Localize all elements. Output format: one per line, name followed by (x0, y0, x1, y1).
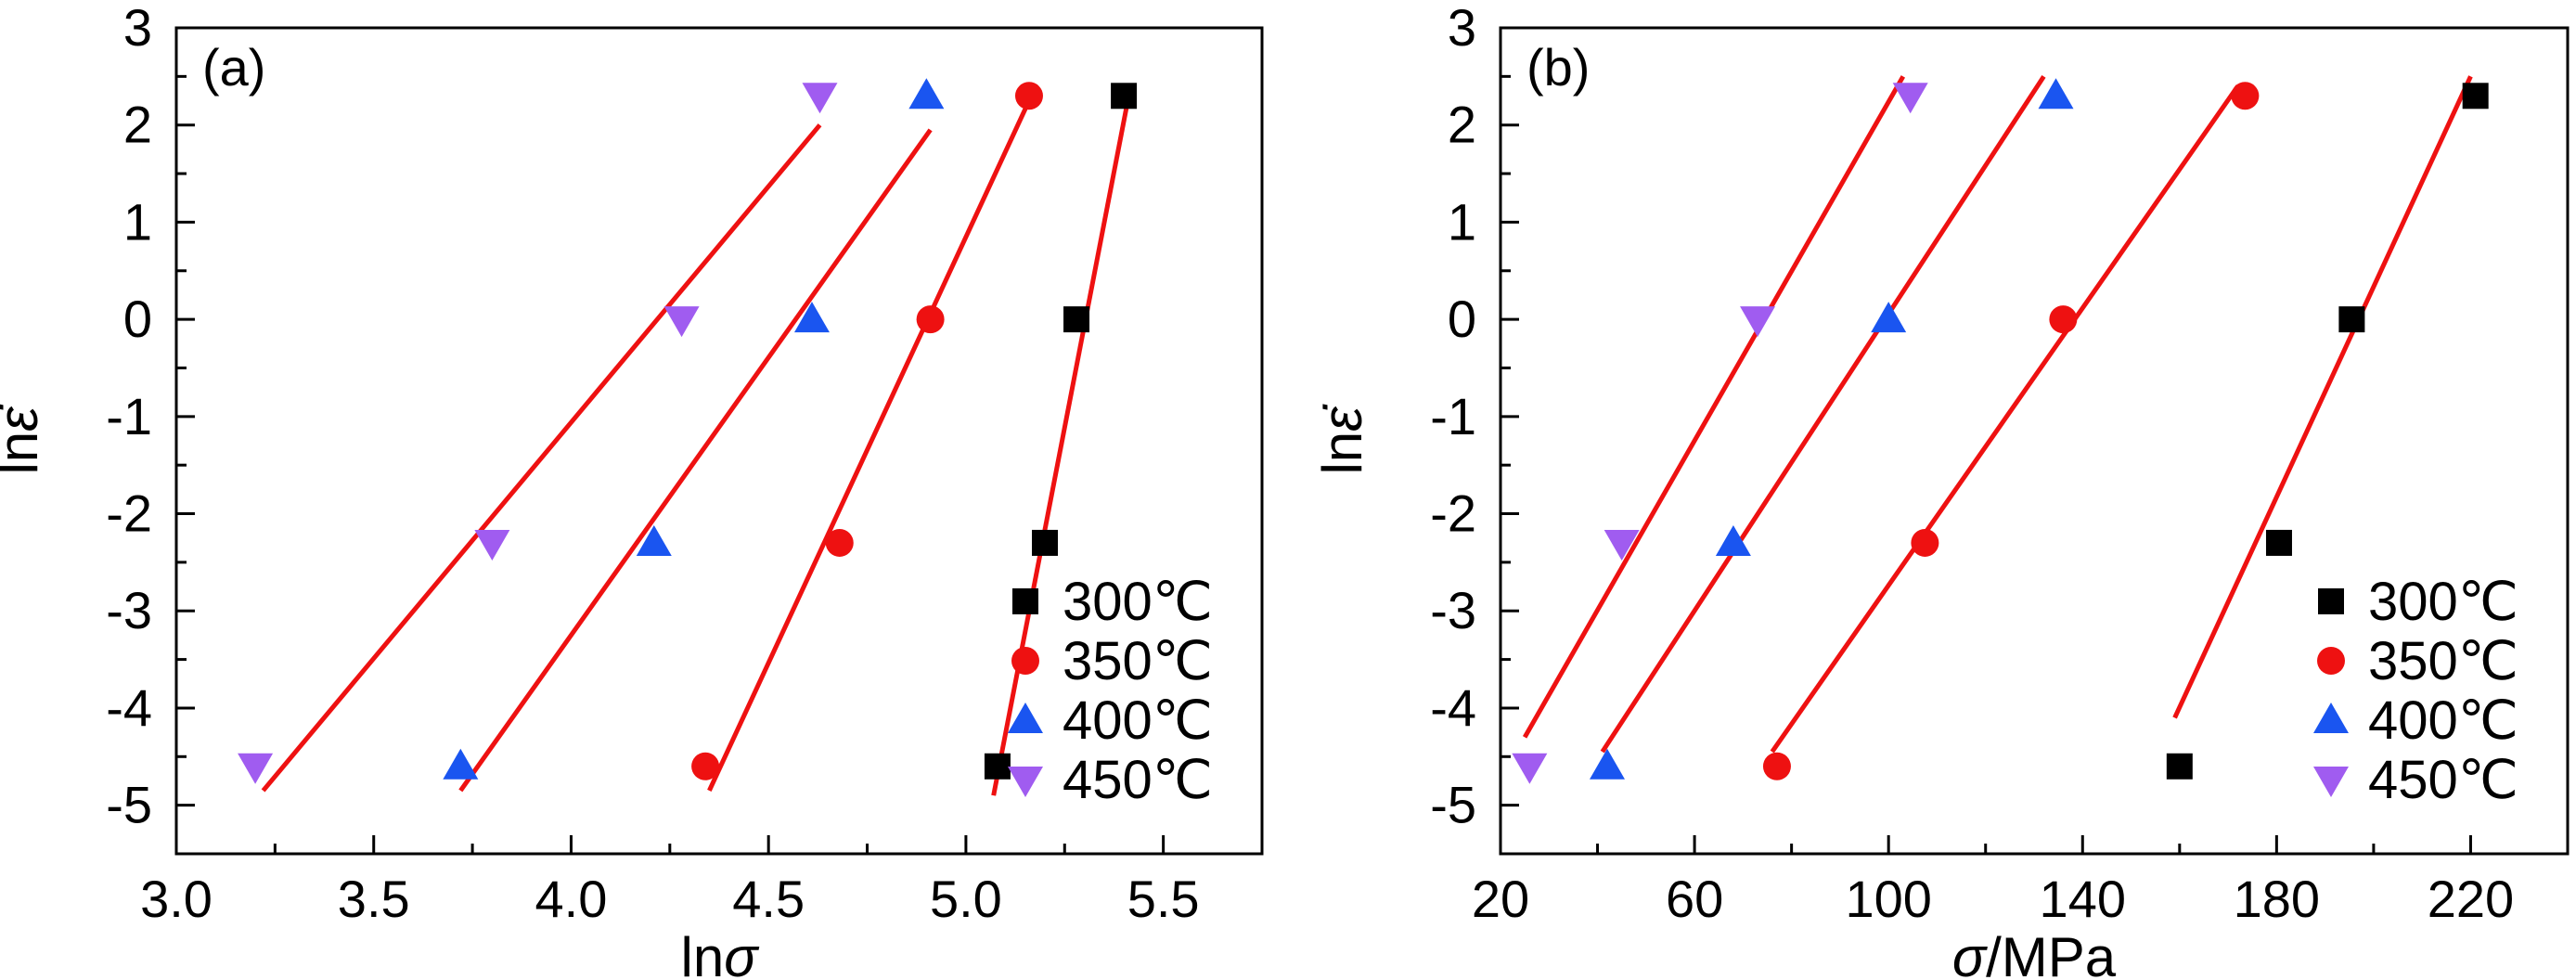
fit-line-3 (1522, 75, 1906, 739)
panel-label: (b) (1526, 38, 1590, 97)
y-tick-label: 2 (123, 96, 152, 154)
x-tick-label: 140 (2040, 870, 2126, 928)
data-point-series-3 (238, 753, 274, 784)
x-tick-label: 3.5 (338, 870, 410, 928)
data-point-series-0 (1063, 306, 1090, 333)
x-tick-label: 100 (1845, 870, 1931, 928)
legend-label-3: 450℃ (2368, 750, 2518, 810)
legend-label-3: 450℃ (1063, 750, 1213, 810)
legend-marker-2 (2313, 703, 2349, 733)
data-point-series-3 (1604, 529, 1640, 561)
legend-marker-1 (2317, 647, 2345, 675)
legend-label-2: 400℃ (2368, 690, 2518, 751)
fit-line-0 (991, 100, 1130, 796)
legend-marker-1 (1011, 647, 1039, 675)
y-tick-label: -3 (1430, 581, 1476, 639)
legend-marker-3 (1008, 767, 1043, 797)
data-point-series-0 (2338, 306, 2365, 333)
y-tick-label: 1 (1448, 192, 1476, 251)
data-point-series-1 (825, 528, 854, 557)
y-tick-label: 3 (1448, 0, 1476, 57)
data-point-series-1 (1911, 528, 1939, 557)
x-tick-label: 60 (1666, 870, 1723, 928)
data-point-series-2 (1590, 748, 1625, 780)
panel-b: 20 60 100 140 180 220 3 2 1 0 -1 -2 -3 -4 -5 (b) σ/MPa ln… (1311, 0, 2570, 980)
y-axis-title: lnε̇ (1311, 403, 1373, 474)
y-tick-label: 0 (123, 290, 152, 348)
y-tick-label: -4 (106, 678, 152, 737)
legend-label-1: 350℃ (1063, 631, 1213, 691)
x-tick-label: 4.5 (732, 870, 805, 928)
data-point-series-1 (2231, 82, 2260, 110)
data-point-series-2 (793, 302, 830, 333)
x-tick-label: 180 (2234, 870, 2320, 928)
data-point-series-1 (1762, 752, 1791, 780)
fit-line-1 (1770, 84, 2240, 754)
y-axis-title: lnε̇ (0, 403, 49, 474)
data-point-series-2 (443, 748, 479, 780)
y-tick-label: -1 (1430, 387, 1476, 445)
plot-frame (174, 26, 1264, 856)
fit-line-1 (707, 99, 1032, 792)
fit-line-2 (1600, 74, 2046, 754)
data-point-series-2 (1715, 524, 1751, 556)
x-tick-label: 5.5 (1127, 870, 1200, 928)
plot-frame (1499, 26, 2570, 856)
data-point-series-3 (474, 529, 510, 561)
legend-label-0: 300℃ (1063, 572, 1213, 632)
data-point-series-2 (1871, 302, 1907, 333)
x-axis-title: σ/MPa (1952, 926, 2117, 980)
data-point-series-1 (2049, 305, 2078, 334)
data-point-series-0 (2265, 529, 2292, 556)
y-tick-label: 3 (123, 0, 152, 57)
data-point-series-2 (636, 524, 672, 556)
y-tick-label: -4 (1430, 678, 1476, 737)
data-point-series-1 (1014, 82, 1043, 110)
data-point-series-2 (908, 78, 945, 110)
legend-label-1: 350℃ (2368, 631, 2518, 691)
y-tick-label: -1 (106, 387, 152, 445)
y-tick-label: -5 (1430, 776, 1476, 834)
data-point-series-0 (1111, 83, 1138, 110)
data-point-series-3 (663, 306, 700, 338)
data-point-series-0 (2166, 753, 2193, 780)
data-point-series-0 (1032, 529, 1058, 556)
data-point-series-3 (1512, 753, 1548, 784)
x-tick-label: 4.0 (535, 870, 608, 928)
legend-marker-0 (2318, 588, 2344, 614)
y-tick-label: 2 (1448, 96, 1476, 154)
data-point-series-3 (1740, 306, 1776, 338)
fit-line-2 (458, 128, 933, 793)
legend-marker-3 (2313, 767, 2349, 797)
legend-label-0: 300℃ (2368, 572, 2518, 632)
data-point-series-1 (691, 752, 720, 780)
fit-line-0 (2172, 75, 2473, 719)
legend-marker-2 (1008, 703, 1043, 733)
data-point-series-3 (1892, 83, 1928, 114)
y-tick-label: -3 (106, 581, 152, 639)
y-tick-label: -5 (106, 776, 152, 834)
y-tick-label: 0 (1448, 290, 1476, 348)
x-tick-label: 5.0 (930, 870, 1002, 928)
x-tick-label: 220 (2428, 870, 2514, 928)
legend-label-2: 400℃ (1063, 690, 1213, 751)
fit-line-3 (261, 123, 822, 793)
data-point-series-2 (2038, 78, 2074, 110)
x-tick-label: 3.0 (140, 870, 213, 928)
data-point-series-0 (2462, 83, 2489, 110)
y-tick-label: -2 (106, 484, 152, 543)
panel-label: (a) (202, 38, 265, 97)
data-point-series-3 (802, 83, 838, 114)
y-tick-label: 1 (123, 192, 152, 251)
data-point-series-1 (916, 305, 945, 334)
legend-marker-0 (1012, 588, 1038, 614)
x-axis-title: lnσ (681, 926, 761, 980)
panel-a: 3.0 3.5 4.0 4.5 5.0 5.5 3 2 1 0 -1 -2 -3 -4 -5 (a) lnσ ln… (0, 0, 1264, 980)
x-tick-label: 20 (1472, 870, 1529, 928)
data-point-series-0 (984, 753, 1011, 780)
y-tick-label: -2 (1430, 484, 1476, 543)
